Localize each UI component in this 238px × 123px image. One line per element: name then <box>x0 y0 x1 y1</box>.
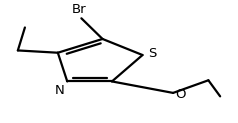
Text: O: O <box>175 88 186 101</box>
Text: S: S <box>149 47 157 60</box>
Text: Br: Br <box>72 3 86 16</box>
Text: N: N <box>55 84 65 97</box>
